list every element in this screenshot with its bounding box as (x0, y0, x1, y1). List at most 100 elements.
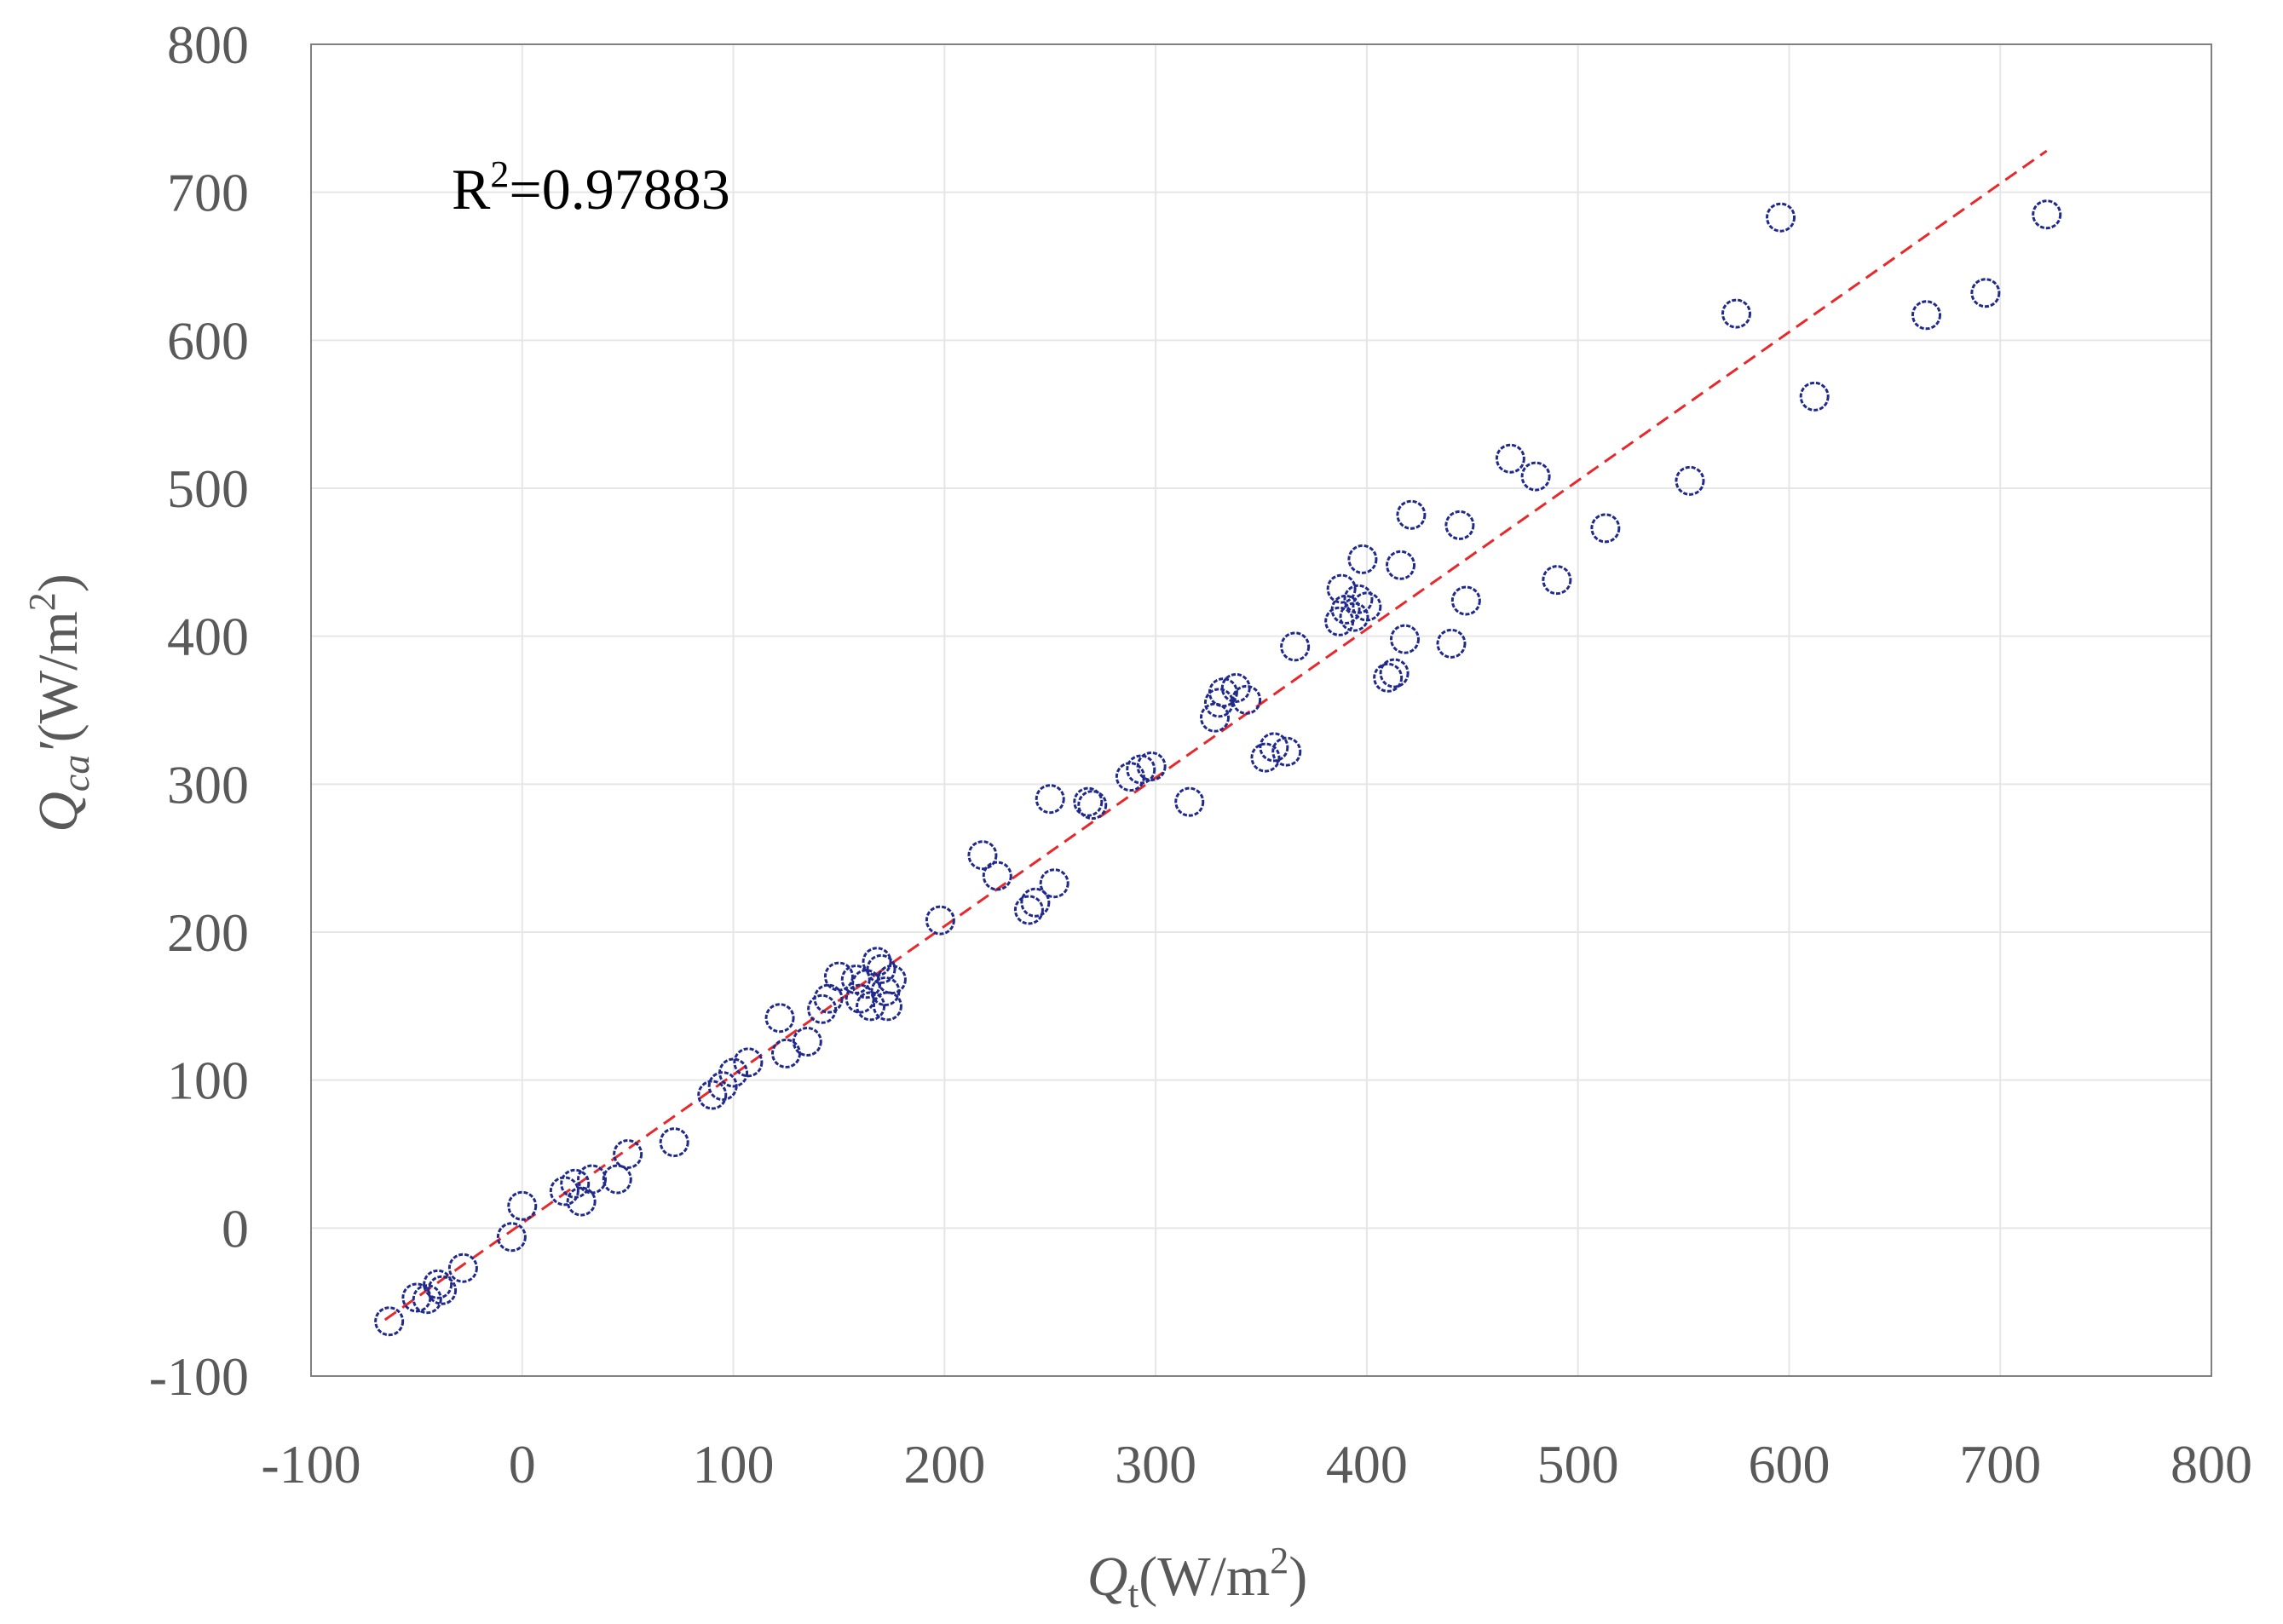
x-label-main: Q (1087, 1546, 1128, 1608)
data-point (423, 1269, 453, 1299)
data-point (1520, 461, 1551, 492)
data-point (1347, 544, 1378, 574)
y-label-close: ) (27, 573, 89, 592)
data-point (856, 991, 886, 1022)
y-tick-label: 500 (167, 458, 249, 519)
data-point (1379, 658, 1410, 688)
y-tick-label: 200 (167, 902, 249, 963)
data-point (1386, 550, 1416, 580)
data-point (1280, 631, 1311, 662)
r-squared-prefix: R (452, 157, 491, 222)
x-tick-label: 0 (509, 1434, 536, 1494)
data-point (1126, 754, 1156, 785)
data-point (807, 993, 838, 1024)
data-point (1436, 628, 1467, 659)
data-point (613, 1139, 643, 1169)
fit-line-group (383, 149, 2048, 1322)
fit-line (383, 149, 2048, 1322)
data-point (733, 1047, 764, 1078)
data-point (374, 1306, 405, 1337)
data-point (1039, 868, 1069, 899)
data-point (1389, 624, 1420, 654)
data-point (1326, 573, 1357, 604)
data-point (845, 983, 875, 1014)
data-point (1250, 742, 1281, 773)
data-point (659, 1127, 689, 1158)
data-point (1396, 499, 1427, 530)
data-point (764, 1003, 795, 1034)
y-label-sub: ca (54, 755, 97, 792)
data-points (374, 199, 2062, 1337)
data-point (862, 947, 892, 977)
data-point (1799, 381, 1830, 412)
data-point (1352, 591, 1382, 622)
y-tick-label: 0 (222, 1198, 249, 1258)
y-tick-label: 700 (167, 163, 249, 223)
data-point (1220, 672, 1251, 703)
data-point (401, 1282, 432, 1313)
data-point (1073, 786, 1104, 817)
data-point (412, 1284, 442, 1315)
x-tick-label: 800 (2171, 1434, 2252, 1494)
x-axis-label: Qt(W/m2) (1087, 1540, 1307, 1615)
data-point (872, 991, 902, 1022)
data-point (1911, 300, 1941, 331)
data-point (496, 1222, 527, 1253)
data-point (697, 1080, 728, 1110)
data-point (507, 1190, 538, 1221)
data-point (1766, 202, 1796, 233)
y-tick-label: 800 (167, 14, 249, 75)
y-tick-label: -100 (149, 1346, 249, 1407)
data-point (1343, 584, 1374, 614)
y-label-prime: ′ (27, 741, 89, 755)
data-point (718, 1057, 749, 1088)
data-point (1174, 786, 1205, 817)
y-tick-labels: -100 0 100 200 300 400 500 600 700 800 (149, 14, 249, 1407)
data-point (1495, 443, 1525, 474)
data-point (560, 1168, 591, 1199)
data-point (925, 905, 955, 936)
plot-area-frame (310, 43, 2212, 1377)
data-point (967, 840, 998, 871)
x-label-unit: (W/m (1139, 1546, 1270, 1608)
data-point (577, 1164, 608, 1195)
data-point (1013, 895, 1044, 925)
r-squared-sup: 2 (490, 153, 509, 195)
x-label-close: ) (1289, 1546, 1307, 1608)
data-point (1035, 784, 1065, 815)
data-point (447, 1253, 478, 1283)
data-point (823, 961, 854, 992)
data-point (982, 861, 1012, 891)
data-point (1721, 298, 1751, 329)
data-point (1208, 677, 1238, 708)
y-label-sup: 2 (21, 592, 63, 611)
x-tick-label: 100 (693, 1434, 775, 1494)
x-tick-labels: -100 0 100 200 300 400 500 600 700 800 (261, 1434, 2252, 1494)
data-point (1450, 585, 1481, 616)
x-label-sup: 2 (1270, 1540, 1289, 1581)
x-tick-label: 700 (1959, 1434, 2041, 1494)
x-tick-label: 600 (1748, 1434, 1830, 1494)
data-point (1675, 465, 1705, 496)
x-tick-label: 500 (1537, 1434, 1619, 1494)
x-tick-label: 300 (1115, 1434, 1196, 1494)
data-point (602, 1164, 632, 1195)
x-tick-label: 400 (1326, 1434, 1408, 1494)
data-point (549, 1176, 579, 1206)
data-point (1330, 594, 1361, 625)
data-point (1373, 662, 1404, 693)
data-point (866, 953, 896, 984)
y-tick-label: 100 (167, 1051, 249, 1111)
y-tick-label: 300 (167, 754, 249, 815)
data-point (1020, 887, 1051, 918)
data-point (792, 1027, 822, 1057)
x-label-sub: t (1127, 1572, 1139, 1615)
y-axis-label: Qca′(W/m2) (21, 573, 97, 832)
data-point (1231, 684, 1262, 715)
data-point (1115, 762, 1145, 792)
data-point (1136, 751, 1167, 781)
data-point (427, 1275, 458, 1305)
data-point (1271, 736, 1302, 767)
data-point (771, 1038, 801, 1068)
